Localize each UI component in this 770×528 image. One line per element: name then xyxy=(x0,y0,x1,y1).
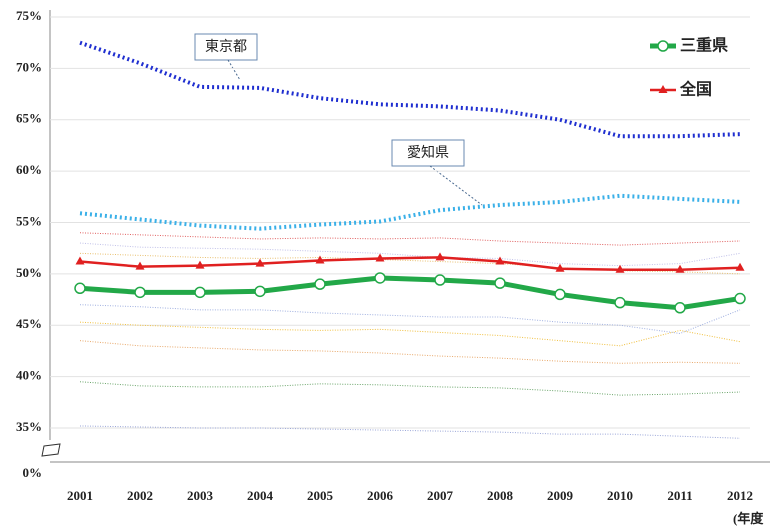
x-tick-label: 2008 xyxy=(487,488,514,503)
y-tick-label: 65% xyxy=(16,111,42,126)
x-tick-label: 2001 xyxy=(67,488,93,503)
marker xyxy=(374,272,386,284)
series-line xyxy=(79,193,741,231)
x-tick-label: 2005 xyxy=(307,488,334,503)
legend-label: 全国 xyxy=(679,80,712,99)
marker xyxy=(435,252,445,261)
x-tick-label: 2009 xyxy=(547,488,574,503)
x-tick-label: 2012 xyxy=(727,488,753,503)
series-line xyxy=(79,275,741,311)
marker xyxy=(494,277,506,289)
y-tick-label: 50% xyxy=(16,265,42,280)
annotation: 東京都 xyxy=(205,39,247,55)
series-line xyxy=(79,256,741,272)
marker xyxy=(434,274,446,286)
background-line xyxy=(79,425,741,439)
y-tick-label: 45% xyxy=(16,316,42,331)
background-line xyxy=(79,304,741,334)
marker xyxy=(75,256,85,265)
marker xyxy=(135,261,145,270)
y-break-label: 0% xyxy=(23,465,43,480)
annotation-arrow xyxy=(227,59,241,81)
marker xyxy=(74,282,86,295)
marker xyxy=(735,262,745,271)
y-tick-label: 75% xyxy=(16,8,42,23)
marker xyxy=(254,285,266,298)
marker xyxy=(734,292,746,305)
annotation-box xyxy=(194,33,258,61)
marker xyxy=(195,260,205,269)
background-line xyxy=(79,321,741,347)
y-tick-label: 35% xyxy=(16,419,42,434)
x-tick-label: 2004 xyxy=(247,488,274,503)
legend-marker xyxy=(657,40,669,52)
background-line xyxy=(79,381,741,396)
x-tick-label: 2007 xyxy=(427,488,454,503)
marker xyxy=(194,286,206,299)
series-line xyxy=(79,40,741,139)
annotation: 愛知県 xyxy=(407,144,449,161)
annotation-box xyxy=(391,139,465,167)
legend-label: 三重県 xyxy=(680,36,728,55)
marker xyxy=(495,256,505,265)
y-tick-label: 70% xyxy=(16,59,42,74)
marker xyxy=(675,264,685,273)
marker xyxy=(314,278,326,290)
marker xyxy=(315,255,325,264)
background-line xyxy=(79,340,741,364)
x-tick-label: 2006 xyxy=(367,488,394,503)
legend-marker xyxy=(658,85,668,93)
marker xyxy=(615,264,625,273)
background-line xyxy=(79,232,741,246)
x-tick-label: 2010 xyxy=(607,488,633,503)
x-tick-label: 2003 xyxy=(187,488,214,503)
y-tick-label: 60% xyxy=(16,162,42,177)
marker xyxy=(134,286,146,299)
marker xyxy=(614,296,626,309)
y-tick-label: 55% xyxy=(16,213,42,228)
annotation-arrow xyxy=(429,165,483,206)
x-tick-label: 2002 xyxy=(127,488,153,503)
y-tick-label: 40% xyxy=(16,368,42,383)
x-axis-label: (年度 xyxy=(733,511,764,526)
x-tick-label: 2011 xyxy=(667,488,692,503)
marker xyxy=(554,288,566,301)
marker xyxy=(555,263,565,272)
marker xyxy=(375,253,385,262)
axis-break xyxy=(41,443,61,457)
marker xyxy=(674,302,686,314)
marker xyxy=(255,258,265,267)
background-line xyxy=(79,242,741,267)
